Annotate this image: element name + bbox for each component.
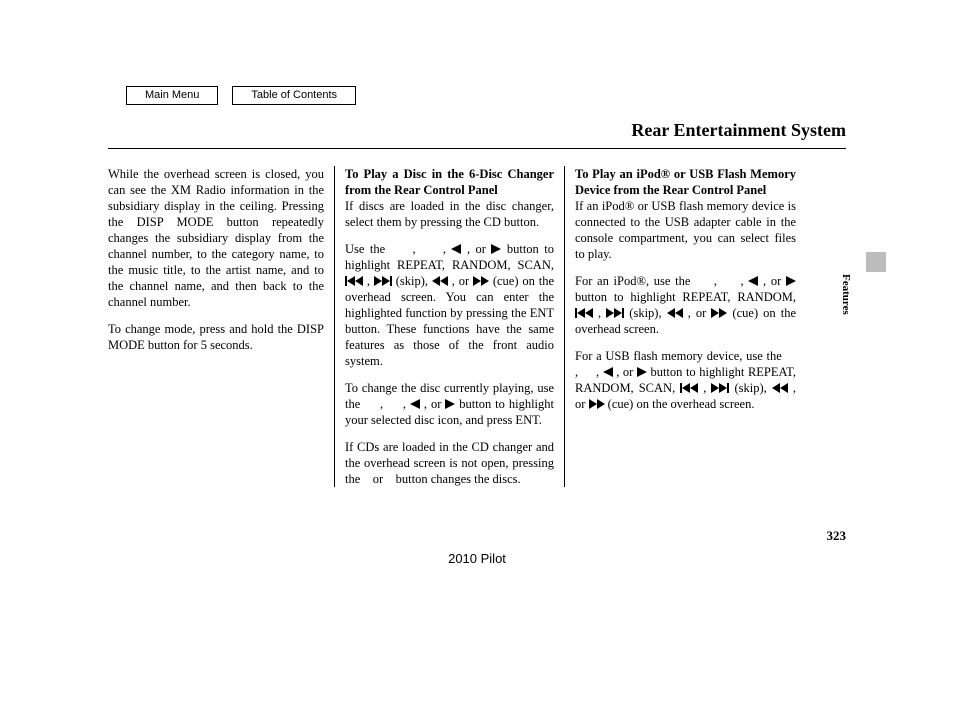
body-text: Use the , , [345,242,451,256]
body-text: For a USB flash memory device, use the ,… [575,348,796,412]
ffwd-icon [711,308,727,318]
rewind-icon [432,276,448,286]
body-text: , [363,274,374,288]
section-heading: To Play an iPod® or USB Flash Memory Dev… [575,167,796,197]
body-text: To Play a Disc in the 6-Disc Changer fro… [345,166,554,230]
body-text: , or [758,274,786,288]
body-text: (skip), [624,306,666,320]
left-triangle-icon [410,399,420,409]
body-text: , or [683,306,712,320]
body-text: , [698,381,711,395]
body-text: To Play an iPod® or USB Flash Memory Dev… [575,166,796,262]
left-triangle-icon [603,367,613,377]
title-rule [108,148,846,149]
body-text: To change the disc currently playing, us… [345,380,554,428]
skip-prev-icon [680,383,698,393]
column-1: While the overhead screen is closed, you… [108,166,334,487]
body-text: For an iPod®, use the , , [575,274,748,288]
right-triangle-icon [445,399,455,409]
body-text: , or [461,242,491,256]
ffwd-icon [589,399,605,409]
right-triangle-icon [491,244,501,254]
body-text: (skip), [729,381,771,395]
body-text: To change mode, press and hold the DISP … [108,321,324,353]
skip-prev-icon [575,308,593,318]
nav-button-group: Main Menu Table of Contents [126,86,356,105]
column-3: To Play an iPod® or USB Flash Memory Dev… [564,166,796,487]
right-triangle-icon [637,367,647,377]
body-text: , or [448,274,473,288]
column-2: To Play a Disc in the 6-Disc Changer fro… [334,166,564,487]
section-tab: Features [846,252,886,332]
right-triangle-icon [786,276,796,286]
ffwd-icon [473,276,489,286]
section-heading: To Play a Disc in the 6-Disc Changer fro… [345,167,554,197]
left-triangle-icon [451,244,461,254]
toc-button[interactable]: Table of Contents [232,86,356,105]
body-text: (skip), [392,274,432,288]
body-text: If CDs are loaded in the CD changer and … [345,439,554,487]
body-text: , or [420,397,445,411]
content-columns: While the overhead screen is closed, you… [108,166,846,487]
body-text: button to highlight REPEAT, RANDOM, [575,290,796,304]
main-menu-button[interactable]: Main Menu [126,86,218,105]
body-text: , [593,306,606,320]
body-text: If discs are loaded in the disc changer,… [345,199,554,229]
body-text: While the overhead screen is closed, you… [108,166,324,310]
skip-next-icon [606,308,624,318]
body-text: , or [613,365,637,379]
page-title: Rear Entertainment System [631,120,846,141]
body-text: (cue) on the overhead screen. You can en… [345,274,554,368]
skip-prev-icon [345,276,363,286]
body-text: Use the , , , or button to highlight REP… [345,241,554,369]
skip-next-icon [374,276,392,286]
tab-label: Features [840,274,852,315]
page-number: 323 [827,528,847,544]
tab-stub [866,252,886,272]
body-text: (cue) on the overhead screen. [605,397,755,411]
left-triangle-icon [748,276,758,286]
model-year: 2010 Pilot [448,551,506,566]
skip-next-icon [711,383,729,393]
body-text: If an iPod® or USB flash memory device i… [575,199,796,261]
rewind-icon [772,383,788,393]
rewind-icon [667,308,683,318]
body-text: For an iPod®, use the , , , or button to… [575,273,796,337]
manual-page: Main Menu Table of Contents Rear Enterta… [108,88,846,598]
